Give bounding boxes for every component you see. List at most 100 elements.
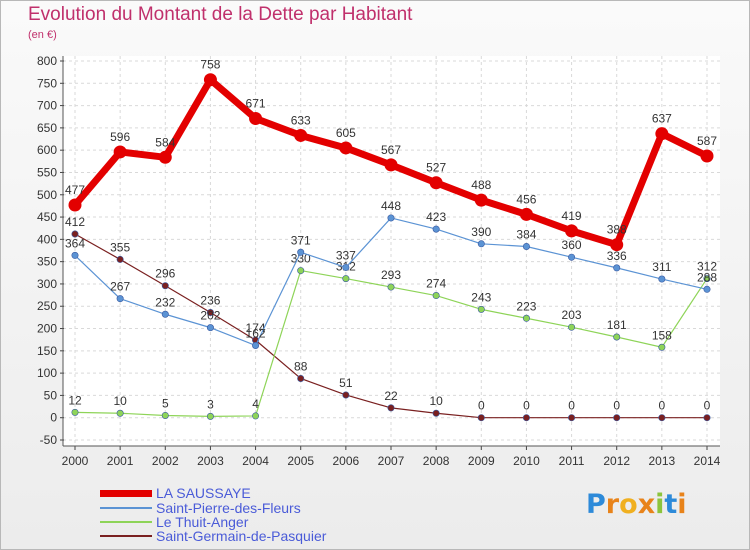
data-label-saint-pierre-des-fleurs: 202 [200, 309, 220, 323]
y-tick-label: 350 [37, 255, 57, 269]
y-tick-label: 450 [37, 210, 57, 224]
y-tick-label: 100 [37, 366, 57, 380]
data-point-la-saussaye [519, 207, 533, 221]
data-point-saint-germain-de-pasquier [477, 414, 485, 422]
data-label-saint-pierre-des-fleurs: 360 [562, 238, 582, 252]
data-label-saint-germain-de-pasquier: 51 [339, 376, 353, 390]
x-tick-label: 2002 [152, 454, 179, 468]
data-point-le-thuit-anger [297, 267, 305, 275]
x-tick-label: 2013 [649, 454, 676, 468]
data-point-la-saussaye [565, 224, 579, 238]
data-label-saint-germain-de-pasquier: 236 [200, 293, 220, 307]
data-label-saint-germain-de-pasquier: 10 [429, 394, 443, 408]
legend-swatch [100, 489, 152, 497]
data-point-saint-germain-de-pasquier [568, 414, 576, 422]
data-label-la-saussaye: 456 [516, 192, 536, 206]
data-point-saint-pierre-des-fleurs [703, 285, 711, 293]
data-point-saint-germain-de-pasquier [71, 230, 79, 238]
data-point-saint-germain-de-pasquier [387, 404, 395, 412]
data-point-la-saussaye [429, 176, 443, 190]
data-label-le-thuit-anger: 5 [162, 396, 169, 410]
data-point-saint-pierre-des-fleurs [206, 324, 214, 332]
data-point-le-thuit-anger [658, 343, 666, 351]
legend-label: Le Thuit-Anger [156, 514, 249, 530]
data-label-saint-germain-de-pasquier: 0 [568, 399, 575, 413]
data-label-saint-germain-de-pasquier: 296 [155, 267, 175, 281]
data-point-la-saussaye [655, 127, 669, 141]
data-point-saint-pierre-des-fleurs [252, 341, 260, 349]
x-tick-label: 2007 [378, 454, 405, 468]
chart-title: Evolution du Montant de la Dette par Hab… [28, 4, 413, 25]
data-label-la-saussaye: 388 [607, 223, 627, 237]
legend-item-la-saussaye: LA SAUSSAYE [100, 485, 251, 501]
data-point-saint-germain-de-pasquier [613, 414, 621, 422]
data-point-la-saussaye [474, 193, 488, 207]
data-point-saint-germain-de-pasquier [206, 308, 214, 316]
data-point-saint-pierre-des-fleurs [116, 295, 124, 303]
x-tick-label: 2005 [287, 454, 314, 468]
data-label-la-saussaye: 596 [110, 130, 130, 144]
legend-swatch [100, 535, 152, 537]
data-label-saint-pierre-des-fleurs: 311 [652, 260, 671, 274]
data-label-saint-pierre-des-fleurs: 384 [516, 227, 536, 241]
x-tick-label: 2009 [468, 454, 495, 468]
x-tick-label: 2006 [333, 454, 360, 468]
y-tick-label: 400 [37, 232, 57, 246]
data-label-la-saussaye: 477 [65, 183, 85, 197]
data-label-saint-pierre-des-fleurs: 448 [381, 199, 401, 213]
data-point-le-thuit-anger [387, 283, 395, 291]
legend-label: Saint-Pierre-des-Fleurs [156, 500, 301, 516]
x-tick-label: 2010 [513, 454, 540, 468]
data-label-le-thuit-anger: 4 [252, 397, 259, 411]
legend-item-le-thuit-anger: Le Thuit-Anger [100, 514, 249, 530]
data-point-la-saussaye [203, 73, 217, 87]
data-label-le-thuit-anger: 274 [426, 277, 446, 291]
y-tick-label: 750 [37, 76, 57, 90]
data-point-le-thuit-anger [252, 412, 260, 420]
data-label-saint-pierre-des-fleurs: 390 [471, 225, 491, 239]
data-point-saint-pierre-des-fleurs [71, 251, 79, 259]
data-label-la-saussaye: 527 [426, 161, 446, 175]
data-label-saint-pierre-des-fleurs: 336 [607, 249, 627, 263]
data-label-le-thuit-anger: 203 [562, 308, 582, 322]
data-point-le-thuit-anger [477, 305, 485, 313]
data-label-la-saussaye: 488 [471, 178, 491, 192]
data-point-saint-germain-de-pasquier [658, 414, 666, 422]
data-label-saint-pierre-des-fleurs: 364 [65, 236, 85, 250]
data-point-le-thuit-anger [522, 314, 530, 322]
data-point-saint-pierre-des-fleurs [297, 248, 305, 256]
x-tick-label: 2011 [559, 454, 585, 468]
data-label-le-thuit-anger: 3 [207, 397, 214, 411]
y-tick-label: 800 [37, 54, 57, 68]
data-label-la-saussaye: 758 [200, 58, 220, 72]
unit-label: (en €) [28, 29, 57, 41]
data-point-la-saussaye [294, 128, 308, 142]
data-label-le-thuit-anger: 158 [652, 328, 672, 342]
data-point-saint-germain-de-pasquier [703, 414, 711, 422]
data-label-la-saussaye: 419 [562, 209, 582, 223]
y-tick-label: 500 [37, 188, 57, 202]
data-label-la-saussaye: 584 [155, 135, 175, 149]
proxiti-logo: Proxiti [586, 489, 687, 520]
data-label-saint-germain-de-pasquier: 22 [384, 389, 398, 403]
data-label-le-thuit-anger: 12 [68, 393, 82, 407]
data-label-la-saussaye: 567 [381, 143, 401, 157]
y-tick-label: 300 [37, 277, 57, 291]
data-label-saint-germain-de-pasquier: 0 [704, 399, 711, 413]
data-point-la-saussaye [339, 141, 353, 155]
legend-item-saint-pierre-des-fleurs: Saint-Pierre-des-Fleurs [100, 500, 301, 516]
data-point-saint-germain-de-pasquier [297, 374, 305, 382]
y-tick-label: -50 [40, 433, 58, 447]
data-label-saint-germain-de-pasquier: 355 [110, 240, 130, 254]
data-label-saint-germain-de-pasquier: 174 [246, 321, 266, 335]
legend-swatch [100, 521, 152, 523]
data-point-saint-pierre-des-fleurs [161, 310, 169, 318]
x-tick-label: 2003 [197, 454, 224, 468]
data-point-saint-germain-de-pasquier [522, 414, 530, 422]
data-point-le-thuit-anger [71, 408, 79, 416]
data-label-la-saussaye: 671 [246, 97, 266, 111]
data-point-la-saussaye [700, 149, 714, 163]
legend-swatch [100, 507, 152, 509]
x-tick-label: 2014 [694, 454, 721, 468]
data-label-saint-germain-de-pasquier: 88 [294, 359, 308, 373]
